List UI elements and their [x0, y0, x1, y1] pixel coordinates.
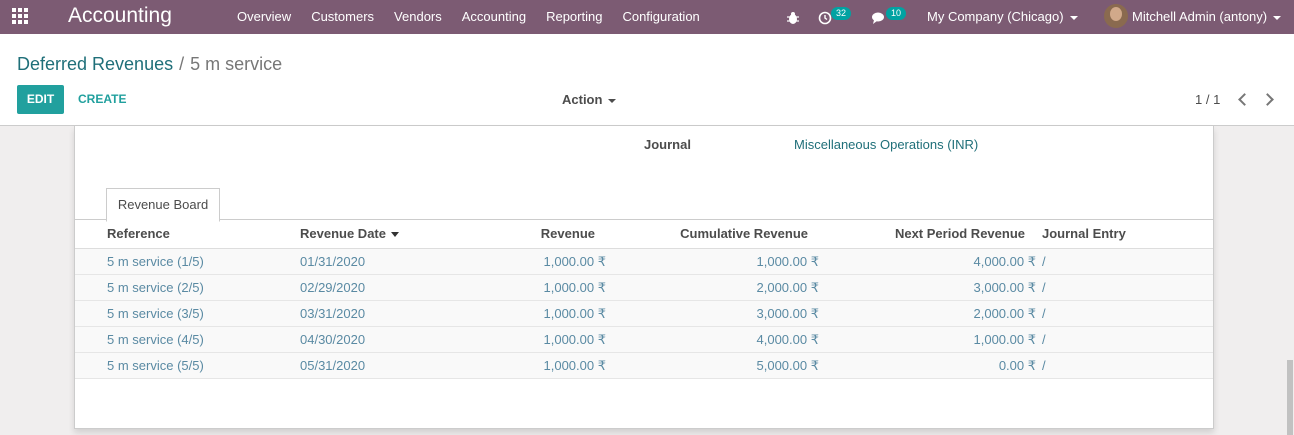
journal-link[interactable]: Miscellaneous Operations (INR) [794, 137, 979, 152]
column-header-label: Revenue Date [300, 226, 386, 241]
main-menu: Overview Customers Vendors Accounting Re… [227, 0, 710, 34]
breadcrumb: Deferred Revenues/5 m service [17, 54, 282, 75]
app-title[interactable]: Accounting [68, 4, 172, 27]
cell-reference: 5 m service (2/5) [107, 280, 204, 295]
breadcrumb-separator: / [179, 54, 185, 74]
cell-revenue-date: 03/31/2020 [300, 306, 366, 321]
column-header-revenue[interactable]: Revenue [540, 226, 595, 241]
cell-cumulative-revenue: 1,000.00 ₹ [756, 254, 820, 269]
form-sheet: Journal Miscellaneous Operations (INR) R… [74, 126, 1214, 429]
apps-grid-icon[interactable] [12, 8, 30, 26]
cell-revenue: 1,000.00 ₹ [543, 358, 607, 373]
breadcrumb-current: 5 m service [190, 54, 283, 74]
menu-overview[interactable]: Overview [237, 9, 292, 24]
create-button[interactable]: CREATE [78, 92, 127, 106]
user-name: Mitchell Admin (antony) [1132, 9, 1268, 24]
column-header-cumulative-revenue[interactable]: Cumulative Revenue [680, 226, 808, 241]
next-record-icon[interactable] [1261, 93, 1274, 106]
cell-revenue: 1,000.00 ₹ [543, 306, 607, 321]
cell-reference: 5 m service (1/5) [107, 254, 204, 269]
company-name: My Company (Chicago) [927, 9, 1064, 24]
column-header-revenue-date[interactable]: Revenue Date [300, 220, 399, 248]
user-menu[interactable]: Mitchell Admin (antony) [1132, 0, 1282, 34]
menu-configuration[interactable]: Configuration [622, 9, 700, 24]
cell-revenue: 1,000.00 ₹ [543, 332, 607, 347]
messages-chat-icon[interactable] [871, 0, 887, 34]
table-row[interactable]: 5 m service (3/5) 03/31/2020 1,000.00 ₹ … [75, 301, 1213, 327]
cell-next-period-revenue: 4,000.00 ₹ [973, 254, 1037, 269]
bug-icon[interactable] [786, 0, 800, 34]
top-navbar: Accounting Overview Customers Vendors Ac… [0, 0, 1294, 34]
message-count-badge: 10 [886, 7, 907, 20]
cell-revenue: 1,000.00 ₹ [543, 280, 607, 295]
table-row[interactable]: 5 m service (4/5) 04/30/2020 1,000.00 ₹ … [75, 327, 1213, 353]
previous-record-icon[interactable] [1238, 93, 1251, 106]
column-header-reference[interactable]: Reference [107, 226, 170, 241]
journal-label: Journal [644, 137, 691, 152]
table-row[interactable]: 5 m service (5/5) 05/31/2020 1,000.00 ₹ … [75, 353, 1213, 379]
user-avatar[interactable] [1104, 4, 1128, 28]
cell-revenue-date: 05/31/2020 [300, 358, 366, 373]
cell-reference: 5 m service (4/5) [107, 332, 204, 347]
company-switcher[interactable]: My Company (Chicago) [927, 0, 1078, 34]
cell-cumulative-revenue: 5,000.00 ₹ [756, 358, 820, 373]
menu-accounting[interactable]: Accounting [461, 9, 527, 24]
sort-descending-icon [390, 232, 399, 238]
scrollbar-thumb[interactable] [1287, 360, 1293, 435]
tab-revenue-board[interactable]: Revenue Board [106, 188, 220, 222]
cell-journal-entry: / [1042, 358, 1046, 373]
cell-journal-entry: / [1042, 254, 1046, 269]
column-header-journal-entry[interactable]: Journal Entry [1042, 226, 1126, 241]
cell-journal-entry: / [1042, 332, 1046, 347]
activity-count-badge: 32 [831, 7, 852, 20]
action-dropdown[interactable]: Action [562, 85, 617, 114]
cell-next-period-revenue: 0.00 ₹ [998, 358, 1036, 373]
cell-cumulative-revenue: 3,000.00 ₹ [756, 306, 820, 321]
breadcrumb-parent-link[interactable]: Deferred Revenues [17, 54, 174, 74]
chevron-down-icon [608, 98, 617, 103]
edit-button[interactable]: EDIT [17, 85, 64, 114]
cell-next-period-revenue: 2,000.00 ₹ [973, 306, 1037, 321]
cell-cumulative-revenue: 2,000.00 ₹ [756, 280, 820, 295]
chevron-down-icon [1069, 15, 1078, 20]
cell-revenue: 1,000.00 ₹ [543, 254, 607, 269]
pager-value[interactable]: 1 / 1 [1195, 92, 1221, 107]
cell-cumulative-revenue: 4,000.00 ₹ [756, 332, 820, 347]
table-header: Reference Revenue Date Revenue Cumulativ… [75, 220, 1213, 249]
control-panel: Deferred Revenues/5 m service EDIT CREAT… [0, 34, 1294, 126]
table-row[interactable]: 5 m service (1/5) 01/31/2020 1,000.00 ₹ … [75, 249, 1213, 275]
column-header-next-period-revenue[interactable]: Next Period Revenue [894, 226, 1025, 241]
menu-reporting[interactable]: Reporting [546, 9, 603, 24]
activity-clock-icon[interactable] [818, 0, 832, 34]
menu-vendors[interactable]: Vendors [394, 9, 442, 24]
cell-revenue-date: 02/29/2020 [300, 280, 366, 295]
cell-journal-entry: / [1042, 280, 1046, 295]
action-label: Action [562, 92, 603, 107]
table-row[interactable]: 5 m service (2/5) 02/29/2020 1,000.00 ₹ … [75, 275, 1213, 301]
cell-reference: 5 m service (3/5) [107, 306, 204, 321]
cell-reference: 5 m service (5/5) [107, 358, 204, 373]
cell-revenue-date: 04/30/2020 [300, 332, 366, 347]
vertical-scrollbar[interactable] [1285, 126, 1294, 435]
tab-divider [75, 219, 1213, 220]
chevron-down-icon [1273, 15, 1282, 20]
cell-revenue-date: 01/31/2020 [300, 254, 366, 269]
cell-next-period-revenue: 3,000.00 ₹ [973, 280, 1037, 295]
menu-customers[interactable]: Customers [311, 9, 375, 24]
cell-next-period-revenue: 1,000.00 ₹ [973, 332, 1037, 347]
cell-journal-entry: / [1042, 306, 1046, 321]
